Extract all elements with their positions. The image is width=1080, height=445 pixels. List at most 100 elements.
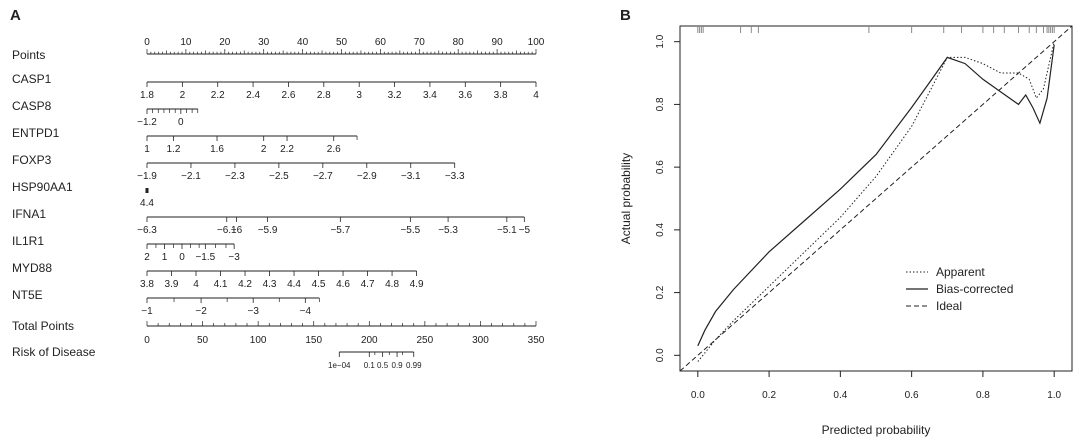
tick-label-entpd1: 1 (144, 144, 150, 155)
tick-label-myd88: 4.4 (287, 279, 301, 290)
total-points-tick-label: 0 (144, 335, 150, 346)
total-points-tick-label: 100 (250, 335, 267, 346)
points-tick-label: 100 (528, 37, 545, 48)
legend-label: Bias-corrected (936, 282, 1013, 296)
risk-tick-label: 0.5 (377, 361, 389, 370)
total-points-tick-label: 200 (361, 335, 378, 346)
points-tick-label: 50 (336, 37, 348, 48)
tick-label-foxp3: −3.1 (401, 171, 421, 182)
row-label-casp1: CASP1 (12, 72, 52, 86)
tick-label-nt5e: −2 (195, 306, 207, 317)
row-label-nt5e: NT5E (12, 288, 43, 302)
row-label-myd88: MYD88 (12, 261, 52, 275)
tick-label-nt5e: −4 (300, 306, 312, 317)
plot-frame (679, 25, 1073, 372)
row-label-hsp90aa1: HSP90AA1 (12, 180, 73, 194)
points-tick-label: 0 (144, 37, 150, 48)
tick-label-myd88: 4.5 (312, 279, 326, 290)
x-tick-label: 0.6 (905, 390, 919, 401)
tick-label-il1r1: −1.5 (195, 252, 215, 263)
tick-label-myd88: 3.8 (140, 279, 154, 290)
row-label-points: Points (12, 48, 45, 62)
x-tick-label: 1.0 (1047, 390, 1061, 401)
row-label-il1r1: IL1R1 (12, 234, 44, 248)
tick-label-myd88: 3.9 (165, 279, 179, 290)
tick-label-casp1: 1.8 (140, 90, 154, 101)
points-tick-label: 20 (219, 37, 231, 48)
y-tick-label: 1.0 (655, 34, 666, 48)
row-label-casp8: CASP8 (12, 99, 52, 113)
tick-label-myd88: 4.2 (238, 279, 252, 290)
tick-label-foxp3: −2.9 (357, 171, 377, 182)
axis-mark-hsp90aa1 (145, 188, 149, 193)
tick-label-nt5e: −3 (247, 306, 259, 317)
series-ideal (680, 26, 1072, 371)
tick-label-casp1: 4 (533, 90, 539, 101)
tick-label-ifna1: −6.3 (137, 225, 157, 236)
y-tick-label: 0.0 (655, 348, 666, 362)
tick-label-il1r1: 1 (162, 252, 168, 263)
tick-label-ifna1: −5.1 (497, 225, 517, 236)
calibration-panel: 0.0 0.2 0.4 0.6 0.8 1.0 0.0 0.2 0.4 0.6 0.8 1.0 Pred… (619, 25, 1073, 437)
y-tick-label: 0.6 (655, 160, 666, 174)
points-tick-label: 40 (297, 37, 309, 48)
tick-label-ifna1: −5 (519, 225, 531, 236)
tick-label-foxp3: −3.3 (445, 171, 465, 182)
tick-label-foxp3: −2.3 (225, 171, 245, 182)
total-points-tick-label: 250 (417, 335, 434, 346)
x-tick-label: 0.8 (976, 390, 990, 401)
tick-label-hsp90aa1: 4.4 (140, 198, 154, 209)
tick-label-casp8: −1.2 (137, 117, 157, 128)
tick-label-ifna1: −5.7 (330, 225, 350, 236)
total-points-tick-label: 350 (528, 335, 545, 346)
x-axis-title: Predicted probability (822, 423, 931, 437)
tick-label-foxp3: −1.9 (137, 171, 157, 182)
tick-label-ifna1: −5.3 (438, 225, 458, 236)
panel-a-label: A (10, 7, 21, 24)
tick-label-ifna1: −6.1 (217, 225, 237, 236)
tick-label-casp1: 2.6 (281, 90, 295, 101)
points-tick-label: 60 (375, 37, 387, 48)
tick-label-casp1: 3.4 (423, 90, 437, 101)
tick-label-myd88: 4.1 (214, 279, 228, 290)
points-tick-label: 80 (453, 37, 465, 48)
row-label-total-points: Total Points (12, 319, 74, 333)
tick-label-myd88: 4.6 (336, 279, 350, 290)
tick-label-foxp3: −2.1 (181, 171, 201, 182)
tick-label-casp1: 3.8 (494, 90, 508, 101)
series-apparent (697, 41, 1055, 362)
x-tick-label: 0.2 (762, 390, 776, 401)
total-points-tick-label: 150 (305, 335, 322, 346)
risk-tick-label: 0.99 (406, 361, 422, 370)
tick-label-entpd1: 2 (261, 144, 267, 155)
risk-tick-label: 0.1 (364, 361, 376, 370)
tick-label-casp1: 2 (180, 90, 186, 101)
y-tick-label: 0.4 (655, 222, 666, 236)
points-tick-label: 30 (258, 37, 270, 48)
points-tick-label: 90 (492, 37, 504, 48)
total-points-tick-label: 50 (197, 335, 209, 346)
panel-b-label: B (620, 7, 631, 24)
tick-label-casp8: 0 (178, 117, 184, 128)
points-tick-label: 70 (414, 37, 426, 48)
tick-label-casp1: 3.2 (388, 90, 402, 101)
tick-label-myd88: 4.8 (385, 279, 399, 290)
tick-label-entpd1: 2.2 (280, 144, 294, 155)
tick-label-foxp3: −2.7 (313, 171, 333, 182)
legend-label: Apparent (936, 265, 985, 279)
tick-label-entpd1: 1.2 (166, 144, 180, 155)
series-group (680, 26, 1072, 371)
x-tick-label: 0.4 (833, 390, 847, 401)
y-tick-label: 0.2 (655, 285, 666, 299)
tick-label-myd88: 4.3 (263, 279, 277, 290)
points-tick-label: 10 (180, 37, 192, 48)
tick-label-foxp3: −2.5 (269, 171, 289, 182)
row-label-risk: Risk of Disease (12, 345, 96, 359)
risk-tick-label: 1e−04 (328, 361, 351, 370)
tick-label-casp1: 2.2 (211, 90, 225, 101)
tick-label-myd88: 4 (193, 279, 199, 290)
tick-label-ifna1: −5.5 (400, 225, 420, 236)
tick-label-il1r1: 2 (144, 252, 150, 263)
y-axis-title: Actual probability (619, 153, 633, 244)
